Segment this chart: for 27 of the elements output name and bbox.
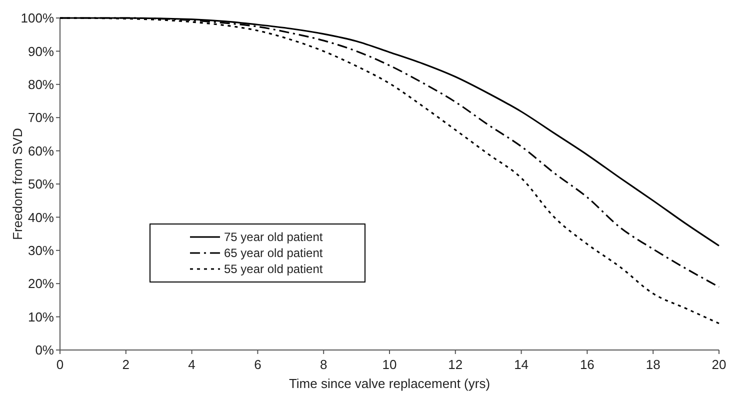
x-tick-label: 14 [514,357,529,372]
y-tick-label: 40% [28,210,54,225]
y-tick-label: 10% [28,309,54,324]
y-tick-label: 70% [28,110,54,126]
y-tick-label: 20% [28,276,54,292]
x-tick-label: 10 [382,357,397,372]
x-tick-label: 6 [254,357,262,372]
x-tick-label: 0 [56,357,64,372]
y-tick-label: 0% [35,342,54,358]
y-tick-label: 50% [28,176,54,192]
legend-label: 55 year old patient [224,262,324,276]
y-axis-title: Freedom from SVD [10,128,25,240]
x-tick-label: 16 [580,357,594,372]
y-tick-label: 90% [28,44,54,59]
legend-label: 65 year old patient [224,246,324,260]
x-tick-label: 4 [188,357,196,372]
y-tick-label: 100% [20,10,54,26]
y-tick-label: 30% [28,242,54,258]
x-tick-label: 2 [122,357,130,372]
legend-label: 75 year old patient [224,230,324,244]
x-tick-label: 8 [320,357,328,372]
y-tick-label: 80% [28,76,54,92]
x-tick-label: 18 [646,357,660,372]
x-tick-label: 12 [448,357,463,372]
x-tick-label: 20 [712,357,726,372]
x-axis-title: Time since valve replacement (yrs) [288,376,490,391]
y-tick-label: 60% [28,143,54,158]
